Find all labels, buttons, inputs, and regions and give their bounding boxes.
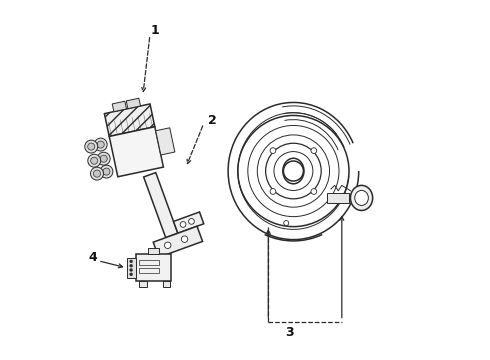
Polygon shape [173, 212, 204, 233]
Bar [139, 268, 159, 273]
Ellipse shape [355, 190, 368, 206]
Bar [139, 260, 159, 265]
Circle shape [85, 140, 98, 153]
Circle shape [270, 189, 276, 194]
Text: 3: 3 [286, 326, 294, 339]
Circle shape [130, 273, 133, 276]
Circle shape [130, 264, 133, 267]
Circle shape [130, 260, 133, 263]
Circle shape [189, 219, 195, 224]
Circle shape [94, 138, 107, 151]
Polygon shape [126, 98, 141, 109]
Circle shape [100, 155, 107, 162]
Polygon shape [112, 101, 126, 112]
Bar [163, 281, 171, 287]
Circle shape [94, 170, 100, 177]
Polygon shape [109, 127, 163, 177]
Polygon shape [144, 172, 178, 238]
Circle shape [284, 221, 289, 226]
Ellipse shape [350, 185, 373, 211]
Bar [136, 255, 172, 281]
Circle shape [88, 154, 100, 167]
Circle shape [88, 143, 95, 150]
Text: 1: 1 [150, 24, 159, 37]
Circle shape [311, 189, 317, 194]
Circle shape [165, 242, 171, 248]
Text: 4: 4 [88, 251, 97, 264]
Bar [139, 281, 147, 287]
Bar [126, 258, 136, 278]
Polygon shape [156, 128, 175, 155]
Circle shape [97, 141, 104, 148]
Circle shape [270, 148, 276, 153]
Circle shape [181, 236, 188, 242]
Circle shape [130, 269, 133, 271]
Circle shape [180, 222, 186, 227]
Circle shape [97, 152, 110, 165]
Text: 2: 2 [208, 114, 217, 127]
Circle shape [91, 167, 103, 180]
Circle shape [91, 157, 98, 164]
Circle shape [100, 165, 113, 178]
Polygon shape [327, 193, 349, 203]
Circle shape [311, 148, 317, 153]
Circle shape [103, 168, 110, 175]
Polygon shape [153, 226, 202, 257]
Bar [148, 248, 159, 255]
Polygon shape [104, 104, 155, 136]
